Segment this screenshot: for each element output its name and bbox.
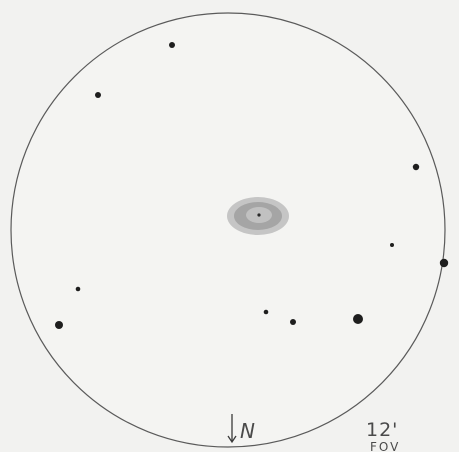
star (290, 319, 296, 325)
planetary-nebula (227, 197, 289, 235)
fov-value-label: 12' (366, 419, 398, 441)
star (390, 243, 394, 247)
star (75, 286, 81, 292)
north-indicator: N (227, 414, 255, 444)
fov-unit-label: FOV (370, 440, 400, 452)
star (353, 314, 363, 324)
north-arrow-head (227, 435, 237, 444)
fov-annotation: 12' FOV (366, 419, 400, 452)
star (169, 42, 175, 48)
star-field (55, 42, 449, 329)
star (263, 309, 269, 315)
star (412, 163, 420, 171)
star (95, 92, 101, 98)
central-star (257, 213, 261, 217)
star (439, 258, 449, 268)
field-of-view-circle (10, 12, 446, 448)
star (55, 321, 63, 329)
north-label: N (240, 419, 255, 443)
